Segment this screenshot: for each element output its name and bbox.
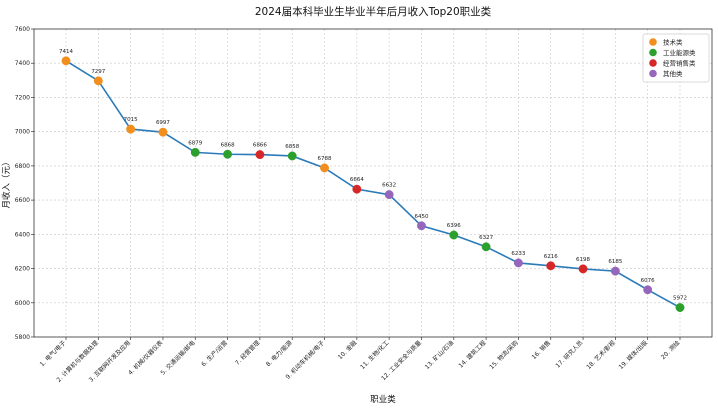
y-tick-label: 7200 — [15, 94, 30, 101]
y-tick-label: 5800 — [15, 334, 30, 341]
x-tick-label: 8. 电力/能源 — [264, 339, 293, 368]
y-axis-title: 月收入（元） — [1, 157, 12, 208]
legend-label: 技术类 — [663, 37, 683, 46]
plot-area: 5800 6000 6200 6400 6600 6800 7000 7200 7400 7600… — [15, 26, 713, 384]
data-label: 6866 — [253, 143, 267, 149]
data-label: 7297 — [91, 69, 105, 75]
data-label: 6868 — [221, 142, 235, 148]
data-point — [158, 127, 168, 137]
data-point — [578, 264, 588, 274]
data-label: 6788 — [318, 156, 332, 162]
data-label: 6233 — [511, 251, 525, 257]
x-tick-label: 15. 物流/采购 — [488, 339, 520, 371]
y-tick-label: 6800 — [15, 163, 30, 170]
legend-label: 工业能源类 — [663, 48, 696, 57]
data-point — [190, 147, 200, 157]
plot-frame — [33, 28, 713, 338]
data-point — [675, 303, 685, 313]
data-label: 6396 — [447, 223, 461, 229]
data-point — [643, 285, 653, 295]
legend-label: 经营销售类 — [663, 58, 696, 67]
y-tick-label: 7600 — [15, 26, 30, 33]
data-point — [513, 258, 523, 268]
data-point — [223, 149, 233, 159]
x-tick-label: 14. 建筑工程 — [457, 339, 488, 370]
data-point — [546, 261, 556, 271]
data-point — [352, 184, 362, 194]
data-point — [287, 151, 297, 161]
y-tick-label: 6200 — [15, 266, 30, 273]
data-label: 6198 — [576, 257, 590, 263]
y-tick-label: 6000 — [15, 300, 30, 307]
legend-marker — [649, 59, 657, 67]
data-point — [61, 56, 71, 66]
x-tick-label: 20. 测绘 — [659, 339, 681, 361]
data-point — [255, 150, 265, 160]
x-axis-title: 职业类 — [370, 394, 396, 405]
data-label: 6997 — [156, 120, 170, 126]
x-tick-label: 16. 销售 — [530, 339, 552, 361]
data-point — [384, 190, 394, 200]
x-tick-label: 17. 研究人员 — [554, 339, 585, 370]
x-tick-label: 6. 生产/运营 — [200, 339, 229, 368]
data-label: 6185 — [608, 259, 622, 265]
y-tick-label: 6400 — [15, 231, 30, 238]
data-label: 6858 — [285, 144, 299, 150]
x-tick-label: 5. 交通运输/邮电 — [159, 339, 197, 377]
chart-title: 2024届本科毕业生毕业半年后月收入Top20职业类 — [255, 5, 492, 18]
data-label: 6664 — [350, 177, 364, 183]
data-label: 6632 — [382, 183, 396, 189]
data-label: 5972 — [673, 296, 687, 302]
legend-label: 其他类 — [663, 69, 683, 78]
data-label: 6216 — [544, 254, 558, 260]
x-tick-label: 11. 生物/化工 — [358, 339, 390, 371]
y-tick-label: 7400 — [15, 60, 30, 67]
data-point — [320, 163, 329, 173]
x-tick-label: 7. 经营管理 — [233, 339, 261, 367]
x-tick-label: 13. 矿山/石油 — [423, 339, 455, 371]
data-point — [126, 124, 136, 134]
legend-marker — [649, 69, 657, 78]
data-point — [449, 230, 459, 240]
data-point — [417, 221, 426, 231]
data-point — [93, 76, 103, 86]
data-label: 6327 — [479, 235, 493, 241]
data-point — [481, 242, 491, 252]
x-tick-label: 1. 电气/电子 — [38, 339, 67, 368]
data-label: 6450 — [414, 214, 428, 220]
data-point — [610, 266, 620, 276]
x-tick-label: 4. 机械/仪器仪表 — [126, 339, 164, 377]
x-tick-label: 18. 艺术/影视 — [585, 339, 617, 371]
data-label: 7015 — [124, 117, 138, 123]
legend-marker — [649, 38, 657, 46]
x-tick-label: 10. 金融 — [336, 339, 358, 361]
x-tick-label: 19. 媒体/出版 — [617, 339, 649, 371]
legend-box — [642, 33, 710, 83]
data-label: 6076 — [641, 278, 655, 284]
y-tick-label: 7000 — [15, 129, 30, 136]
data-label: 7414 — [59, 49, 73, 55]
data-label: 6879 — [188, 140, 202, 146]
series-line — [65, 60, 681, 309]
y-tick-label: 6600 — [15, 197, 30, 204]
legend-marker — [649, 48, 657, 57]
